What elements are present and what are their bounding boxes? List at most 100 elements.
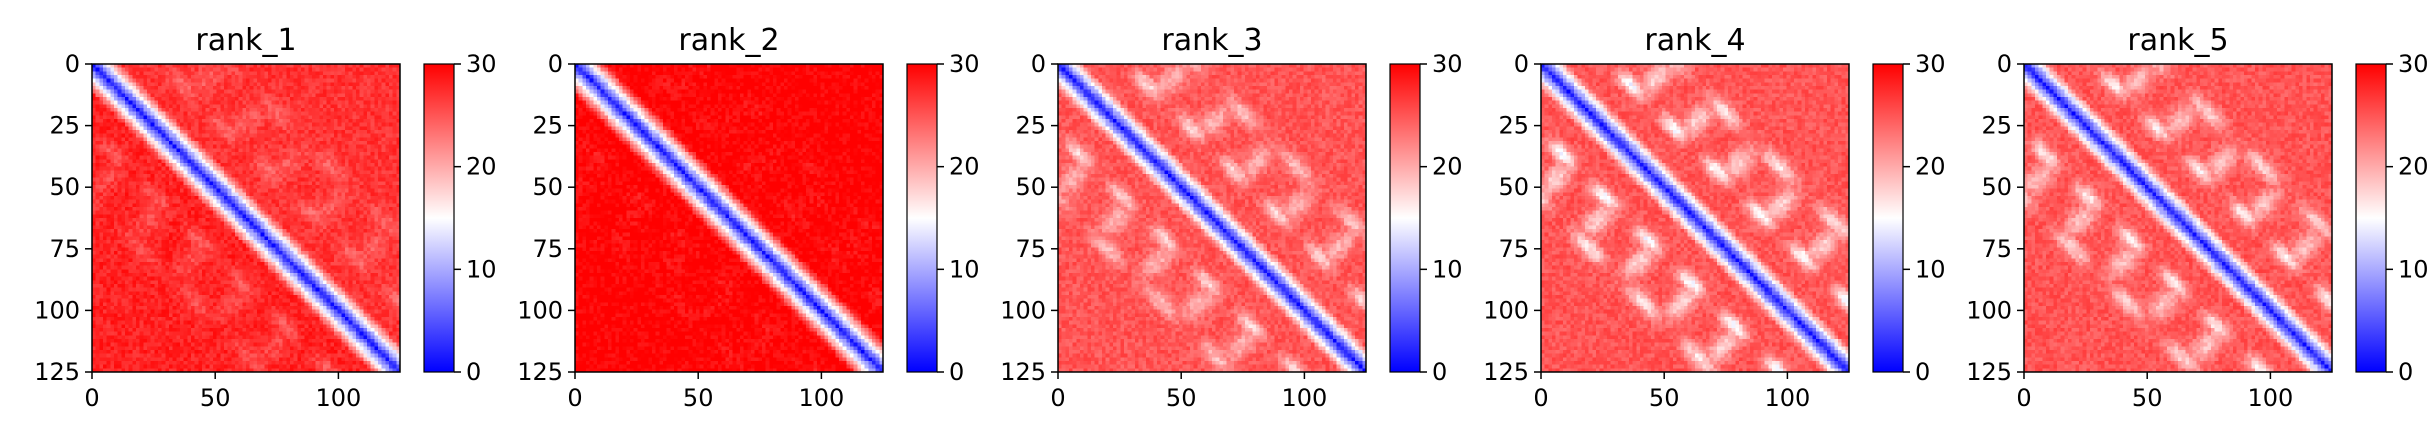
heatmap-cell [242, 68, 246, 72]
heatmap-cell [327, 97, 331, 101]
heatmap-cell [217, 141, 221, 145]
heatmap-cell [253, 126, 257, 130]
heatmap-cell [132, 79, 136, 83]
heatmap-cell [231, 211, 235, 215]
heatmap-cell [275, 207, 279, 211]
heatmap-cell [294, 196, 298, 200]
heatmap-cell [378, 68, 382, 72]
heatmap-cell [253, 192, 257, 196]
heatmap-cell [323, 152, 327, 156]
heatmap-cell [162, 97, 166, 101]
heatmap-cell [290, 207, 294, 211]
heatmap-cell [129, 247, 133, 251]
heatmap-cell [162, 218, 166, 222]
heatmap-cell [187, 185, 191, 189]
heatmap-cell [209, 167, 213, 171]
heatmap-cell [290, 79, 294, 83]
heatmap-cell [118, 218, 122, 222]
heatmap-cell [316, 148, 320, 152]
heatmap-cell [239, 196, 243, 200]
heatmap-cell [143, 181, 147, 185]
heatmap-cell [195, 236, 199, 240]
heatmap-cell [121, 247, 125, 251]
heatmap-cell [250, 170, 254, 174]
heatmap-cell [239, 218, 243, 222]
heatmap-cell [191, 203, 195, 207]
heatmap-cell [107, 71, 111, 75]
heatmap-cell [110, 156, 114, 160]
heatmap-cell [180, 167, 184, 171]
heatmap-cell [305, 203, 309, 207]
heatmap-cell [217, 126, 221, 130]
heatmap-cell [261, 225, 265, 229]
heatmap-cell [206, 148, 210, 152]
heatmap-cell [118, 240, 122, 244]
heatmap-cell [286, 170, 290, 174]
heatmap-cell [308, 178, 312, 182]
heatmap-cell [316, 181, 320, 185]
heatmap-cell [154, 233, 158, 237]
heatmap-cell [360, 192, 364, 196]
heatmap-cell [334, 75, 338, 79]
heatmap-cell [99, 90, 103, 94]
heatmap-cell [110, 101, 114, 105]
heatmap-cell [235, 97, 239, 101]
heatmap-cell [195, 170, 199, 174]
heatmap-cell [367, 163, 371, 167]
heatmap-cell [257, 174, 261, 178]
heatmap-cell [103, 86, 107, 90]
heatmap-cell [187, 170, 191, 174]
heatmap-cell [345, 79, 349, 83]
heatmap-cell [323, 159, 327, 163]
heatmap-cell [169, 93, 173, 97]
heatmap-cell [195, 192, 199, 196]
heatmap-cell [180, 222, 184, 226]
heatmap-cell [96, 141, 100, 145]
heatmap-cell [345, 97, 349, 101]
heatmap-cell [213, 229, 217, 233]
heatmap-cell [319, 90, 323, 94]
heatmap-cell [195, 79, 199, 83]
heatmap-cell [349, 244, 353, 248]
heatmap-cell [158, 196, 162, 200]
heatmap-cell [312, 137, 316, 141]
heatmap-cell [151, 207, 155, 211]
heatmap-cell [257, 181, 261, 185]
heatmap-cell [334, 148, 338, 152]
heatmap-cell [319, 247, 323, 251]
heatmap-cell [121, 244, 125, 248]
heatmap-cell [250, 244, 254, 248]
heatmap-cell [173, 233, 177, 237]
heatmap-cell [257, 167, 261, 171]
heatmap-cell [132, 145, 136, 149]
heatmap-cell [165, 152, 169, 156]
heatmap-cell [356, 229, 360, 233]
heatmap-cell [283, 192, 287, 196]
heatmap-cell [235, 101, 239, 105]
heatmap-cell [363, 211, 367, 215]
heatmap-cell [173, 130, 177, 134]
heatmap-cell [327, 251, 331, 255]
heatmap-cell [393, 123, 397, 127]
heatmap-cell [323, 75, 327, 79]
heatmap-cell [268, 68, 272, 72]
heatmap-cell [330, 137, 334, 141]
heatmap-cell [96, 82, 100, 86]
heatmap-cell [257, 134, 261, 138]
heatmap-cell [286, 82, 290, 86]
heatmap-cell [235, 119, 239, 123]
heatmap-cell [294, 137, 298, 141]
heatmap-cell [151, 174, 155, 178]
heatmap-cell [319, 211, 323, 215]
heatmap-cell [253, 156, 257, 160]
heatmap-cell [323, 82, 327, 86]
heatmap-cell [129, 196, 133, 200]
heatmap-cell [305, 90, 309, 94]
heatmap-cell [352, 167, 356, 171]
heatmap-cell [283, 119, 287, 123]
heatmap-cell [283, 104, 287, 108]
heatmap-cell [250, 93, 254, 97]
heatmap-cell [107, 101, 111, 105]
heatmap-cell [129, 112, 133, 116]
heatmap-cell [349, 233, 353, 237]
